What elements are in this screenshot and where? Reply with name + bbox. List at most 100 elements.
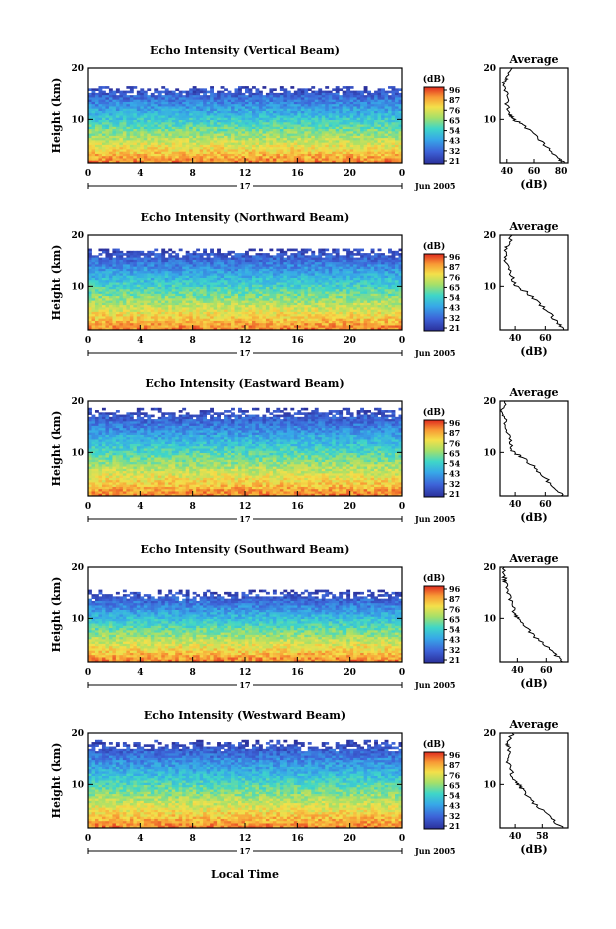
y-tick-label: 20 — [71, 563, 84, 573]
average-profile-line — [501, 566, 563, 663]
average-x-tick-label: 60 — [539, 500, 552, 510]
colorbar-tick-label: 43 — [449, 801, 461, 811]
y-axis-label: Height (km) — [50, 411, 63, 487]
colorbar-tick-label: 96 — [449, 85, 461, 95]
x-tick-label: 20 — [343, 668, 356, 678]
average-x-label: (dB) — [520, 345, 547, 358]
panel-title: Echo Intensity (Vertical Beam) — [150, 44, 340, 57]
average-y-tick-label: 10 — [483, 448, 496, 458]
average-y-tick-label: 20 — [483, 397, 496, 407]
average-profile-line — [501, 67, 565, 164]
date-label: Jun 2005 — [414, 181, 455, 191]
x-tick-label: 4 — [137, 834, 143, 844]
average-title: Average — [508, 552, 558, 565]
day-label: 17 — [239, 181, 250, 191]
x-tick-label: 8 — [190, 834, 196, 844]
average-frame — [499, 234, 569, 331]
panel-4: Echo Intensity (Westward Beam) 20 10 Height… — [50, 709, 569, 856]
panel-2: Echo Intensity (Eastward Beam) 20 10 Height… — [50, 377, 569, 524]
y-tick-label: 10 — [71, 282, 84, 292]
average-x-tick-label: 60 — [528, 167, 541, 177]
colorbar-tick-label: 32 — [449, 811, 460, 821]
colorbar-tick-label: 76 — [449, 105, 461, 115]
colorbar-tick-label: 96 — [449, 584, 461, 594]
average-title: Average — [508, 53, 558, 66]
x-tick-label: 4 — [137, 668, 143, 678]
colorbar-tick-label: 54 — [449, 126, 461, 136]
colorbar-tick-label: 32 — [449, 479, 460, 489]
colorbar-tick-label: 87 — [449, 95, 460, 105]
colorbar-tick-label: 43 — [449, 303, 461, 313]
x-tick-label: 12 — [239, 834, 252, 844]
y-axis-label: Height (km) — [50, 78, 63, 154]
x-tick-label: 12 — [239, 668, 252, 678]
average-title: Average — [508, 718, 558, 731]
colorbar-label: (dB) — [423, 74, 445, 85]
panel-title: Echo Intensity (Northward Beam) — [141, 211, 350, 224]
average-x-tick-label: 60 — [540, 666, 553, 676]
x-tick-label: 0 — [399, 834, 405, 844]
average-frame — [499, 566, 569, 663]
x-tick-label: 20 — [343, 336, 356, 346]
x-tick-label: 0 — [85, 336, 91, 346]
colorbar-tick-label: 87 — [449, 428, 460, 438]
average-title: Average — [508, 220, 558, 233]
average-x-tick-label: 58 — [536, 832, 549, 842]
day-label: 17 — [239, 680, 250, 690]
colorbar-tick-label: 54 — [449, 625, 461, 635]
x-tick-label: 16 — [291, 336, 304, 346]
y-axis-label: Height (km) — [50, 743, 63, 819]
x-tick-label: 0 — [85, 668, 91, 678]
average-y-tick-label: 10 — [483, 780, 496, 790]
panel-1: Echo Intensity (Northward Beam) 20 10 Heigh… — [50, 211, 569, 358]
panel-title: Echo Intensity (Westward Beam) — [144, 709, 346, 722]
heatmap-cells — [88, 739, 403, 829]
x-tick-label: 8 — [190, 169, 196, 179]
average-x-tick-label: 40 — [509, 334, 522, 344]
colorbar-tick-label: 43 — [449, 635, 461, 645]
colorbar — [423, 751, 445, 830]
x-tick-label: 16 — [291, 834, 304, 844]
panel-title: Echo Intensity (Eastward Beam) — [145, 377, 344, 390]
date-label: Jun 2005 — [414, 680, 455, 690]
colorbar-tick-label: 21 — [449, 323, 460, 333]
colorbar-tick-label: 54 — [449, 459, 461, 469]
average-x-tick-label: 40 — [509, 500, 522, 510]
y-tick-label: 20 — [71, 729, 84, 739]
panel-3: Echo Intensity (Southward Beam) 20 10 Heigh… — [50, 543, 569, 690]
colorbar-tick-label: 76 — [449, 604, 461, 614]
date-label: Jun 2005 — [414, 348, 455, 358]
x-tick-label: 12 — [239, 169, 252, 179]
colorbar-tick-label: 21 — [449, 489, 460, 499]
colorbar-tick-label: 43 — [449, 469, 461, 479]
average-profile-line — [503, 234, 565, 331]
average-x-label: (dB) — [520, 677, 547, 690]
x-tick-label: 0 — [85, 834, 91, 844]
day-label: 17 — [239, 514, 250, 524]
average-x-tick-label: 60 — [539, 334, 552, 344]
colorbar-tick-label: 65 — [449, 614, 460, 624]
colorbar-tick-label: 76 — [449, 272, 461, 282]
y-axis-label: Height (km) — [50, 577, 63, 653]
colorbar — [423, 585, 445, 664]
average-x-label: (dB) — [520, 843, 547, 856]
average-title: Average — [508, 386, 558, 399]
colorbar-tick-label: 32 — [449, 645, 460, 655]
day-label: 17 — [239, 846, 250, 856]
colorbar-tick-label: 96 — [449, 252, 461, 262]
average-profile-line — [504, 732, 564, 828]
x-tick-label: 0 — [399, 169, 405, 179]
x-tick-label: 16 — [291, 169, 304, 179]
x-axis-label: Local Time — [211, 868, 279, 881]
y-tick-label: 20 — [71, 64, 84, 74]
x-tick-label: 0 — [399, 668, 405, 678]
x-tick-label: 0 — [85, 169, 91, 179]
colorbar-tick-label: 76 — [449, 438, 461, 448]
colorbar-tick-label: 87 — [449, 594, 460, 604]
y-tick-label: 20 — [71, 397, 84, 407]
average-y-tick-label: 10 — [483, 115, 496, 125]
average-x-label: (dB) — [520, 511, 547, 524]
x-tick-label: 4 — [137, 336, 143, 346]
x-tick-label: 0 — [399, 502, 405, 512]
colorbar — [423, 419, 445, 498]
